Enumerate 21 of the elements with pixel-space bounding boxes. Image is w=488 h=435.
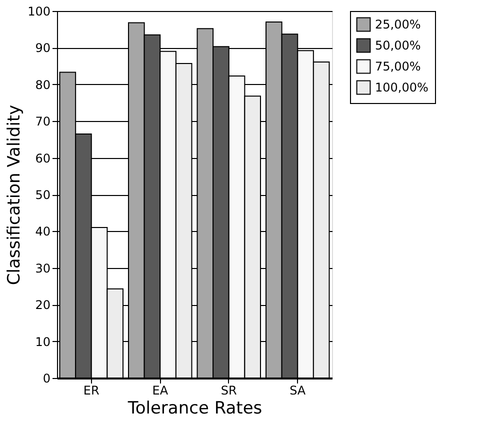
legend-label: 75,00%: [375, 60, 421, 74]
y-tick-label: 80: [35, 78, 50, 92]
x-tick-label: ER: [83, 384, 100, 398]
y-tick-label: 50: [35, 188, 50, 202]
x-axis-title: Tolerance Rates: [126, 398, 262, 418]
y-tick-label: 90: [35, 41, 50, 56]
legend-label: 25,00%: [375, 18, 421, 32]
y-axis-title: Classification Validity: [4, 104, 25, 286]
y-tick-label: 70: [35, 114, 50, 129]
y-tick-label: 30: [35, 261, 50, 276]
legend-label: 50,00%: [375, 38, 421, 52]
y-tick-label: 40: [35, 224, 50, 239]
y-tick-label: 10: [35, 334, 50, 349]
x-tick-label: SA: [290, 384, 306, 398]
y-tick-label: 60: [35, 151, 50, 166]
legend-label: 100,00%: [375, 80, 428, 94]
y-tick-label: 100: [28, 4, 50, 18]
x-tick-label: SR: [220, 384, 237, 398]
y-tick-label: 0: [42, 372, 50, 386]
y-tick-label: 20: [35, 298, 50, 312]
x-tick-label: EA: [152, 384, 169, 398]
